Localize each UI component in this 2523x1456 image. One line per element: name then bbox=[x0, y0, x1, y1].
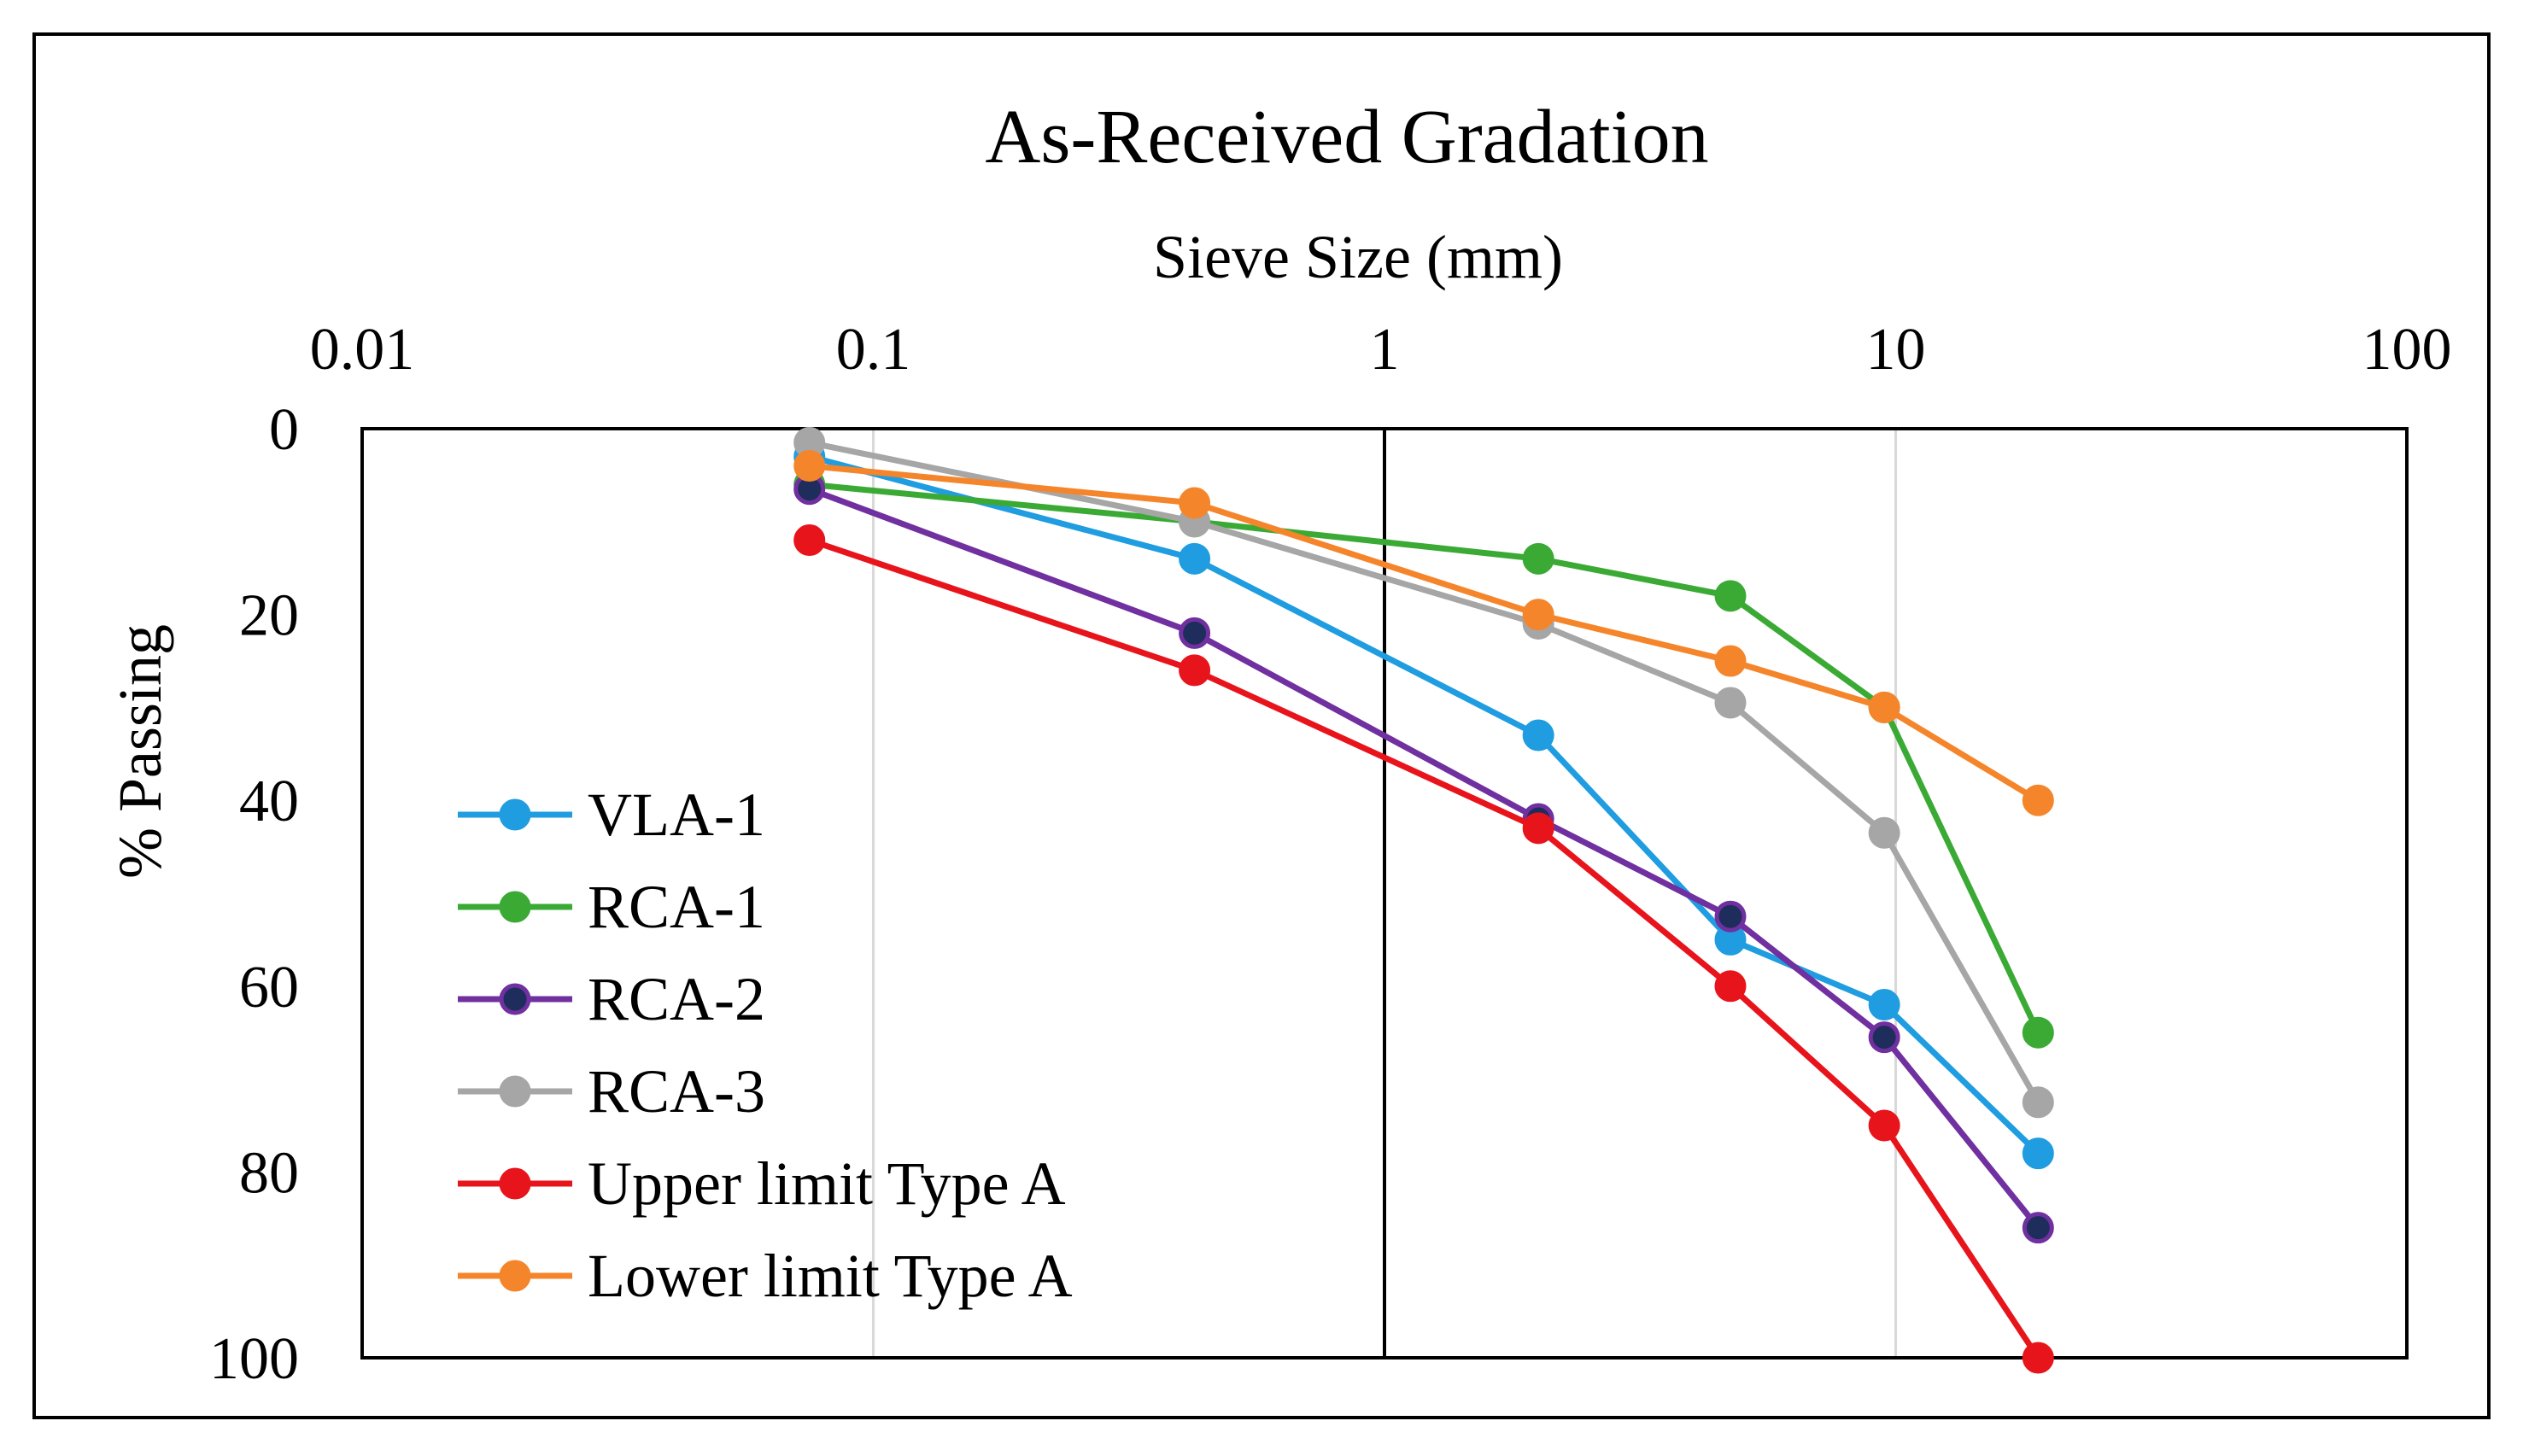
legend-swatch-marker bbox=[499, 798, 531, 831]
legend-label: VLA-1 bbox=[588, 781, 765, 849]
y-axis-title: % Passing bbox=[106, 624, 174, 879]
y-tick-label: 20 bbox=[239, 583, 299, 649]
legend-swatch-marker bbox=[499, 1167, 531, 1200]
legend-entry: VLA-1 bbox=[458, 781, 765, 849]
series-layer bbox=[793, 426, 2054, 1374]
data-point bbox=[1714, 900, 1747, 933]
series-line bbox=[809, 439, 2041, 1104]
data-point bbox=[2022, 1212, 2054, 1244]
legend-label: RCA-1 bbox=[588, 873, 765, 941]
data-point bbox=[1179, 487, 1211, 519]
y-tick-label: 60 bbox=[239, 955, 299, 1020]
series-vla-1 bbox=[793, 441, 2054, 1170]
x-tick-labels: 0.01 0.1 1 10 100 bbox=[310, 317, 2452, 383]
data-point bbox=[1868, 1109, 1900, 1142]
y-tick-label: 40 bbox=[239, 769, 299, 834]
legend-label: RCA-2 bbox=[588, 965, 765, 1033]
series-line bbox=[808, 453, 2040, 1156]
legend-entry: Upper limit Type A bbox=[458, 1149, 1066, 1218]
series-line bbox=[809, 481, 2041, 1034]
x-tick-label: 100 bbox=[2362, 317, 2452, 383]
series-line bbox=[808, 486, 2041, 1230]
legend-entry: RCA-1 bbox=[458, 873, 765, 941]
data-point bbox=[2022, 784, 2054, 816]
data-point bbox=[1714, 970, 1747, 1003]
data-point bbox=[1714, 580, 1747, 612]
data-point bbox=[1714, 645, 1747, 677]
y-tick-label: 100 bbox=[209, 1326, 299, 1392]
data-point bbox=[1868, 989, 1900, 1021]
y-tick-labels: 0 20 40 60 80 100 bbox=[209, 397, 299, 1392]
series-line bbox=[809, 463, 2040, 804]
data-point bbox=[1522, 719, 1554, 751]
legend-entry: Lower limit Type A bbox=[458, 1242, 1073, 1310]
data-point bbox=[1179, 617, 1211, 649]
data-point bbox=[2022, 1016, 2054, 1049]
y-tick-label: 80 bbox=[239, 1140, 299, 1206]
data-point bbox=[2022, 1086, 2054, 1119]
data-point bbox=[1868, 691, 1900, 723]
data-point bbox=[1522, 599, 1554, 631]
data-point bbox=[1179, 654, 1211, 687]
legend-entry: RCA-2 bbox=[458, 965, 765, 1033]
x-tick-label: 0.1 bbox=[836, 317, 911, 383]
legend-swatch-marker bbox=[499, 1260, 531, 1292]
x-tick-label: 1 bbox=[1370, 317, 1400, 383]
x-axis-title: Sieve Size (mm) bbox=[1153, 223, 1563, 291]
series-rca-2 bbox=[793, 473, 2054, 1244]
series-upper-limit-type-a bbox=[793, 524, 2054, 1374]
legend-swatch-marker bbox=[499, 983, 531, 1015]
chart-title: As-Received Gradation bbox=[985, 95, 1708, 179]
legend-entry: RCA-3 bbox=[458, 1057, 765, 1126]
data-point bbox=[1522, 542, 1554, 575]
data-point bbox=[2022, 1137, 2054, 1170]
data-point bbox=[1179, 542, 1211, 575]
data-point bbox=[2022, 1342, 2054, 1374]
data-point bbox=[793, 524, 826, 557]
legend: VLA-1 RCA-1 RCA-2 RCA-3 Upper limit Type A Lo… bbox=[458, 781, 1073, 1310]
legend-label: Lower limit Type A bbox=[588, 1242, 1073, 1310]
legend-swatch-marker bbox=[499, 891, 531, 923]
series-lower-limit-type-a bbox=[793, 450, 2054, 816]
x-tick-label: 10 bbox=[1866, 317, 1926, 383]
legend-label: RCA-3 bbox=[588, 1057, 765, 1126]
data-point bbox=[1868, 1021, 1900, 1054]
data-point bbox=[1714, 687, 1747, 719]
legend-label: Upper limit Type A bbox=[588, 1149, 1066, 1218]
data-point bbox=[1868, 816, 1900, 849]
outer-frame bbox=[32, 32, 2491, 1419]
plot-area-frame bbox=[360, 427, 2409, 1360]
series-line bbox=[808, 537, 2041, 1360]
y-tick-label: 0 bbox=[269, 397, 299, 463]
grid-lines bbox=[872, 429, 1897, 1358]
data-point bbox=[793, 450, 826, 482]
x-tick-label: 0.01 bbox=[310, 317, 415, 383]
legend-swatch-marker bbox=[499, 1075, 531, 1108]
data-point bbox=[1522, 812, 1554, 845]
